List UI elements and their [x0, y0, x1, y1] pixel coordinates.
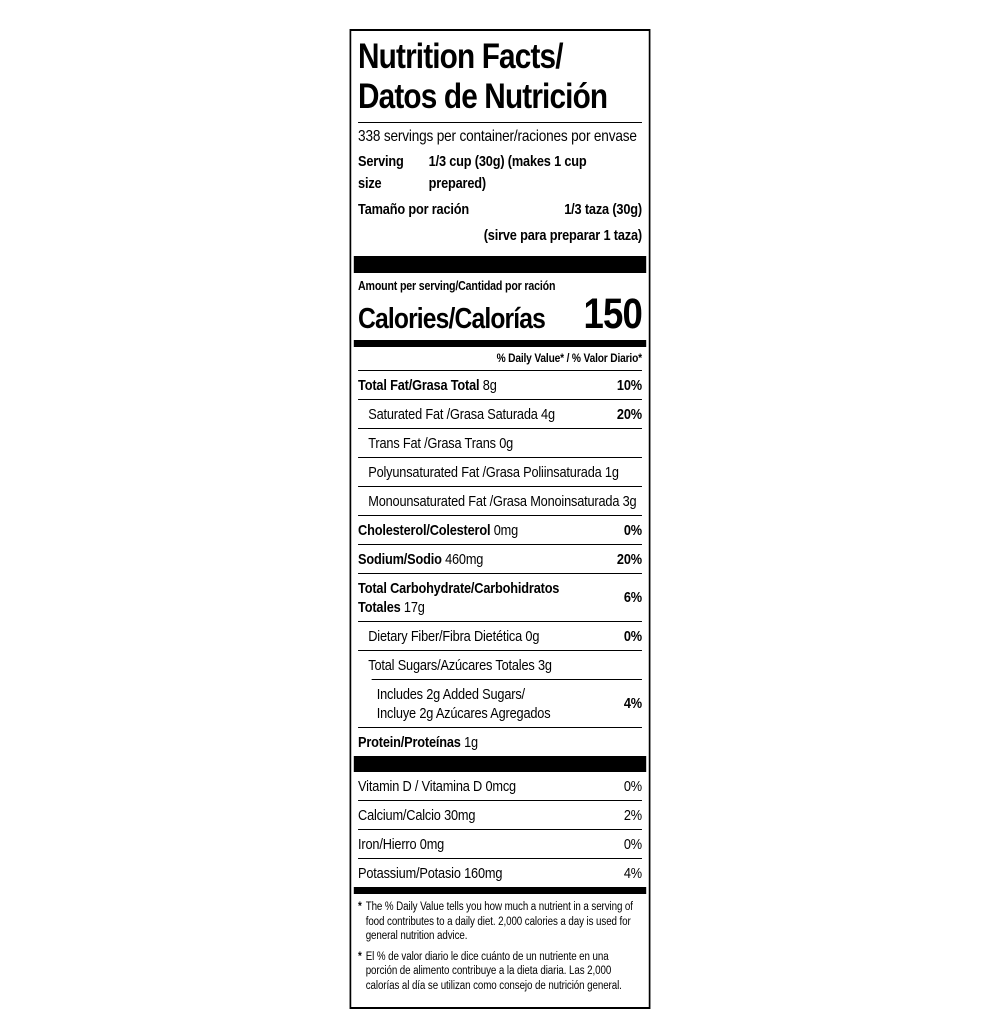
daily-value-percent: 20% — [616, 550, 642, 568]
label-title-es: Datos de Nutrición — [358, 77, 608, 116]
vitamins-section: Vitamin D / Vitamina D 0mcg 0% Calcium/Cal… — [354, 772, 646, 887]
nutrient-name: Monounsaturated Fat /Grasa Monoinsaturad… — [368, 492, 637, 510]
nutrition-facts-label: Nutrition Facts/ Datos de Nutrición 338 … — [349, 29, 651, 1009]
serving-size-note-es: (sirve para preparar 1 taza) — [483, 227, 642, 244]
nutrient-row: Includes 2g Added Sugars/Incluye 2g Azúc… — [354, 680, 646, 727]
daily-value-percent: 0% — [623, 521, 642, 539]
serving-size-row-es: Tamaño por ración 1/3 taza (30g) — [354, 197, 646, 223]
footnote: * The % Daily Value tells you how much a … — [358, 901, 633, 942]
daily-value-percent: 6% — [623, 589, 642, 606]
serving-size-label-es: Tamaño por ración — [358, 201, 469, 218]
row-divider — [358, 544, 642, 545]
nutrient-name: Sodium/Sodio 460mg — [358, 550, 484, 568]
nutrient-name: Potassium/Potasio 160mg — [358, 864, 503, 882]
separator-bar-thick-top — [353, 256, 647, 273]
separator-bar-thick-protein — [353, 756, 647, 772]
daily-value-header: % Daily Value* / % Valor Diario* — [358, 347, 642, 371]
nutrient-name: Iron/Hierro 0mg — [358, 835, 445, 853]
vitamin-row: Potassium/Potasio 160mg 4% — [354, 859, 646, 887]
label-title-en: Nutrition Facts/ — [358, 37, 563, 76]
separator-bar-medium-calories — [353, 340, 647, 347]
calories-row: Calories/Calorías 150 — [354, 290, 646, 340]
daily-value-percent: 4% — [623, 695, 642, 712]
row-divider — [371, 679, 642, 680]
nutrient-name: Total Sugars/Azúcares Totales 3g — [368, 656, 552, 674]
amount-per-serving-label: Amount per serving/Cantidad por ración — [358, 279, 556, 293]
row-divider — [358, 428, 642, 429]
row-divider — [358, 515, 642, 516]
row-divider — [358, 800, 642, 801]
nutrient-row: Saturated Fat /Grasa Saturada 4g 20% — [354, 400, 646, 428]
nutrient-name: Total Carbohydrate/Carbohidratos Totales… — [358, 579, 560, 616]
nutrient-row: Monounsaturated Fat /Grasa Monoinsaturad… — [354, 487, 646, 515]
nutrient-name: Dietary Fiber/Fibra Dietética 0g — [368, 627, 540, 645]
nutrient-row: Dietary Fiber/Fibra Dietética 0g 0% — [354, 622, 646, 650]
nutrient-row: Total Fat/Grasa Total 8g 10% — [354, 371, 646, 399]
row-divider — [358, 621, 642, 622]
servings-per-container: 338 servings per container/raciones por … — [358, 128, 637, 145]
nutrients-section: Total Fat/Grasa Total 8g 10% Saturated Fat… — [354, 371, 646, 756]
daily-value-percent: 10% — [616, 376, 642, 394]
nutrient-name: Protein/Proteínas 1g — [358, 733, 478, 751]
daily-value-percent: 0% — [623, 627, 642, 645]
serving-size-label-en: Serving size — [358, 153, 404, 192]
row-divider — [358, 858, 642, 859]
daily-value-percent: 0% — [623, 835, 642, 853]
vitamin-row: Iron/Hierro 0mg 0% — [354, 830, 646, 858]
calories-label: Calories/Calorías — [358, 303, 546, 335]
daily-value-percent: 4% — [623, 864, 642, 882]
serving-size-row-en: Serving size 1/3 cup (30g) (makes 1 cup … — [354, 149, 646, 197]
nutrient-row: Cholesterol/Colesterol 0mg 0% — [354, 516, 646, 544]
row-divider — [358, 399, 642, 400]
nutrient-row: Sodium/Sodio 460mg 20% — [354, 545, 646, 573]
footnote: * El % de valor diario le dice cuánto de … — [358, 950, 622, 992]
title-rule — [358, 122, 642, 123]
row-divider — [358, 486, 642, 487]
row-divider — [358, 573, 642, 574]
separator-bar-medium-bottom — [353, 887, 647, 894]
nutrient-name: Trans Fat /Grasa Trans 0g — [368, 434, 514, 452]
vitamin-row: Calcium/Calcio 30mg 2% — [354, 801, 646, 829]
nutrient-row: Trans Fat /Grasa Trans 0g — [354, 429, 646, 457]
row-divider — [358, 457, 642, 458]
nutrient-name: Saturated Fat /Grasa Saturada 4g — [368, 405, 555, 423]
nutrient-name: Cholesterol/Colesterol 0mg — [358, 521, 519, 539]
daily-value-percent: 0% — [623, 777, 642, 795]
row-divider — [358, 650, 642, 651]
nutrient-name: Polyunsaturated Fat /Grasa Poliinsaturad… — [368, 463, 619, 481]
nutrient-row: Polyunsaturated Fat /Grasa Poliinsaturad… — [354, 458, 646, 486]
nutrient-name: Vitamin D / Vitamina D 0mcg — [358, 777, 516, 795]
nutrient-row: Total Sugars/Azúcares Totales 3g — [354, 651, 646, 679]
daily-value-percent: 2% — [623, 806, 642, 824]
serving-size-value-en: 1/3 cup (30g) (makes 1 cup prepared) — [428, 153, 587, 192]
nutrient-row: Protein/Proteínas 1g — [354, 728, 646, 756]
nutrient-name: Total Fat/Grasa Total 8g — [358, 376, 497, 394]
row-divider — [358, 829, 642, 830]
vitamin-row: Vitamin D / Vitamina D 0mcg 0% — [354, 772, 646, 800]
serving-size-value-es: 1/3 taza (30g) — [564, 201, 642, 218]
footnotes-section: * The % Daily Value tells you how much a … — [354, 894, 646, 993]
nutrient-name: Includes 2g Added Sugars/Incluye 2g Azúc… — [376, 685, 551, 722]
calories-value: 150 — [583, 290, 643, 338]
daily-value-percent: 20% — [616, 405, 642, 423]
nutrient-row: Total Carbohydrate/Carbohidratos Totales… — [354, 574, 646, 621]
nutrient-name: Calcium/Calcio 30mg — [358, 806, 476, 824]
row-divider — [358, 727, 642, 728]
